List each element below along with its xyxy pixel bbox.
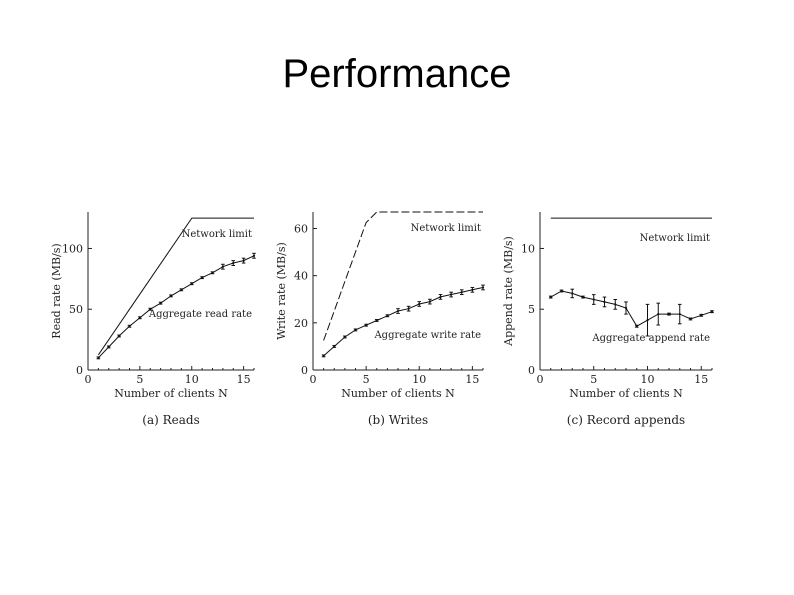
aggregate-rate-line [323,287,484,357]
chart-panel-1: 0 5 10 15 0 50 100 Number of clients N Read rate… [50,212,256,427]
slide-title: Performance [282,52,512,96]
x-tick-label: 5 [363,373,370,386]
x-tick-label: 10 [185,373,199,386]
y-tick-label: 40 [294,270,308,283]
y-tick-label: 0 [301,364,308,377]
series-label: Network limit [411,223,481,234]
chart-caption: (c) Record appends [567,413,685,427]
y-axis-label: Read rate (MB/s) [50,243,63,338]
y-tick-label: 0 [528,364,535,377]
chart-panel-2: 0 5 10 15 0 20 40 60 Number of clients N Write ra… [275,211,485,427]
x-axis-label: Number of clients N [114,387,228,400]
x-tick-label: 10 [412,373,426,386]
network-limit-line [97,217,254,356]
x-tick-label: 10 [641,373,655,386]
y-tick-label: 10 [521,242,535,255]
x-tick-label: 0 [310,373,317,386]
series-label: Network limit [182,229,252,240]
y-tick-label: 50 [69,303,83,316]
y-tick-label: 5 [528,303,535,316]
series-label: Aggregate append rate [591,333,710,344]
x-tick-label: 0 [85,373,92,386]
y-tick-label: 100 [62,242,83,255]
x-tick-label: 15 [237,373,251,386]
series-label: Network limit [640,233,710,244]
series-label: Aggregate read rate [148,309,252,320]
x-tick-label: 5 [136,373,143,386]
y-axis-label: Write rate (MB/s) [275,242,288,340]
x-tick-label: 5 [590,373,597,386]
y-tick-label: 60 [294,223,308,236]
x-tick-label: 0 [537,373,544,386]
aggregate-rate-line [98,255,255,359]
y-tick-label: 20 [294,317,308,330]
x-tick-label: 15 [465,373,479,386]
chart-caption: (b) Writes [368,413,428,427]
chart-caption: (a) Reads [142,413,199,427]
x-tick-label: 15 [694,373,708,386]
y-tick-label: 0 [76,364,83,377]
network-limit-line [323,211,483,341]
aggregate-rate-line [550,290,713,327]
x-axis-label: Number of clients N [569,387,683,400]
x-axis-label: Number of clients N [341,387,455,400]
y-axis-label: Append rate (MB/s) [502,236,515,347]
series-label: Aggregate write rate [373,330,481,341]
